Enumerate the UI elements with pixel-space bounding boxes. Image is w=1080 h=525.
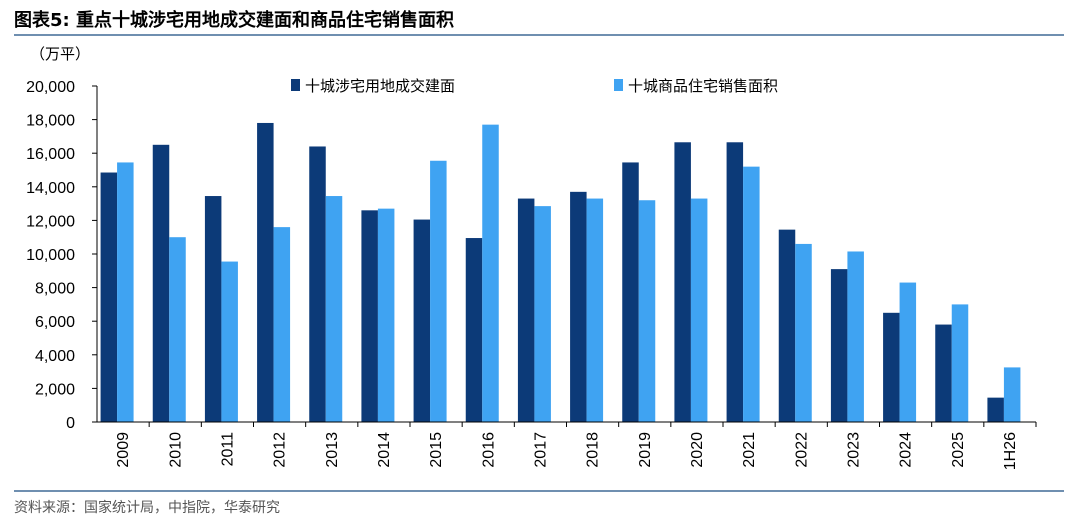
- legend-series2-label: 十城商品住宅销售面积: [628, 77, 778, 95]
- legend-series1-swatch: [291, 79, 300, 91]
- bar-series1-2023: [830, 269, 848, 422]
- x-tick-label: 2012: [272, 432, 289, 468]
- bar-series1-2014: [361, 210, 378, 422]
- y-tick-label: 8,000: [35, 281, 75, 298]
- x-tick-label: 2022: [793, 432, 810, 468]
- y-tick-label: 16,000: [26, 146, 75, 163]
- bar-series2-2012: [273, 227, 291, 422]
- bar-series2-2024: [899, 282, 917, 422]
- bars: [100, 122, 1021, 423]
- bar-series2-2014: [377, 208, 395, 422]
- bar-series2-2021: [743, 166, 760, 422]
- bar-series1-2010: [152, 144, 170, 423]
- x-tick-label: 2017: [532, 432, 549, 468]
- y-axis-unit-label: （万平）: [30, 45, 90, 63]
- y-tick-label: 4,000: [35, 348, 75, 365]
- bar-series2-2015: [430, 160, 447, 422]
- bar-series2-2018: [586, 198, 604, 422]
- y-tick-label: 18,000: [26, 113, 75, 130]
- x-tick-label: 2013: [324, 432, 341, 468]
- y-tick-label: 2,000: [35, 381, 75, 398]
- x-tick-label: 2010: [167, 432, 184, 468]
- bar-series2-2019: [638, 200, 656, 422]
- bar-series1-1H26: [987, 397, 1004, 422]
- bar-series1-2017: [517, 198, 535, 422]
- bar-series2-2009: [117, 162, 134, 422]
- y-tick-label: 10,000: [26, 247, 75, 264]
- bar-series2-2010: [169, 237, 186, 422]
- y-tick-label: 20,000: [26, 79, 75, 96]
- x-tick-label: 2021: [741, 432, 758, 468]
- bar-series2-1H26: [1003, 367, 1021, 422]
- y-axis-ticks: 0 2,000 4,000 6,000 8,000 10,000 12,000 14,000 1…: [26, 79, 97, 432]
- bar-series1-2011: [204, 196, 222, 422]
- bar-series2-2011: [221, 261, 238, 422]
- x-tick-label: 2019: [637, 432, 654, 468]
- chart-title: 图表5: 重点十城涉宅用地成交建面和商品住宅销售面积: [14, 10, 454, 31]
- bar-series2-2025: [951, 304, 969, 422]
- x-tick-label: 2020: [689, 432, 706, 468]
- bar-series2-2020: [690, 198, 708, 422]
- bar-series1-2012: [257, 122, 274, 423]
- bar-series2-2016: [482, 124, 499, 422]
- x-tick-label: 2025: [950, 432, 967, 468]
- y-tick-label: 14,000: [26, 180, 75, 197]
- top-rule: [14, 34, 1064, 36]
- legend-series2-swatch: [614, 79, 623, 91]
- x-tick-label: 2018: [585, 432, 602, 468]
- legend-series1-label: 十城涉宅用地成交建面: [305, 77, 455, 95]
- x-tick-label: 2014: [376, 432, 393, 468]
- bottom-rule: [14, 490, 1064, 492]
- bar-series1-2019: [622, 162, 639, 422]
- bar-chart: （万平） 0 2,000 4,000 6,000 8,000 10,000 12,000 14…: [26, 45, 1037, 470]
- bar-series2-2023: [847, 251, 864, 422]
- source-note: 资料来源：国家统计局，中指院，华泰研究: [14, 500, 280, 516]
- x-tick-label: 2015: [428, 432, 445, 468]
- x-tick-label: 2009: [115, 432, 132, 468]
- bar-series1-2009: [100, 172, 118, 422]
- x-axis-ticks: 2009 2010 2011 2012 2013 2014 2015 2016 2017 2018…: [115, 422, 1037, 470]
- y-tick-label: 6,000: [35, 314, 75, 331]
- bar-series1-2018: [570, 191, 587, 422]
- y-tick-label: 0: [66, 415, 75, 432]
- x-tick-label: 2016: [480, 432, 497, 468]
- bar-series2-2022: [795, 243, 812, 422]
- bar-series1-2025: [935, 324, 952, 422]
- x-tick-label: 2024: [898, 432, 915, 468]
- bar-series1-2022: [778, 229, 796, 422]
- legend: 十城涉宅用地成交建面 十城商品住宅销售面积: [291, 77, 778, 95]
- y-tick-label: 12,000: [26, 213, 75, 230]
- bar-series1-2016: [465, 238, 483, 422]
- bar-series1-2021: [726, 142, 744, 422]
- bar-series1-2020: [674, 142, 691, 422]
- x-tick-label: 1H26: [1002, 432, 1019, 470]
- x-tick-label: 2023: [845, 432, 862, 468]
- bar-series2-2013: [325, 196, 343, 422]
- bar-series2-2017: [534, 206, 551, 422]
- bar-series1-2024: [883, 312, 900, 422]
- bar-series1-2015: [413, 219, 431, 422]
- bar-series1-2013: [309, 146, 326, 423]
- x-tick-label: 2011: [219, 432, 236, 467]
